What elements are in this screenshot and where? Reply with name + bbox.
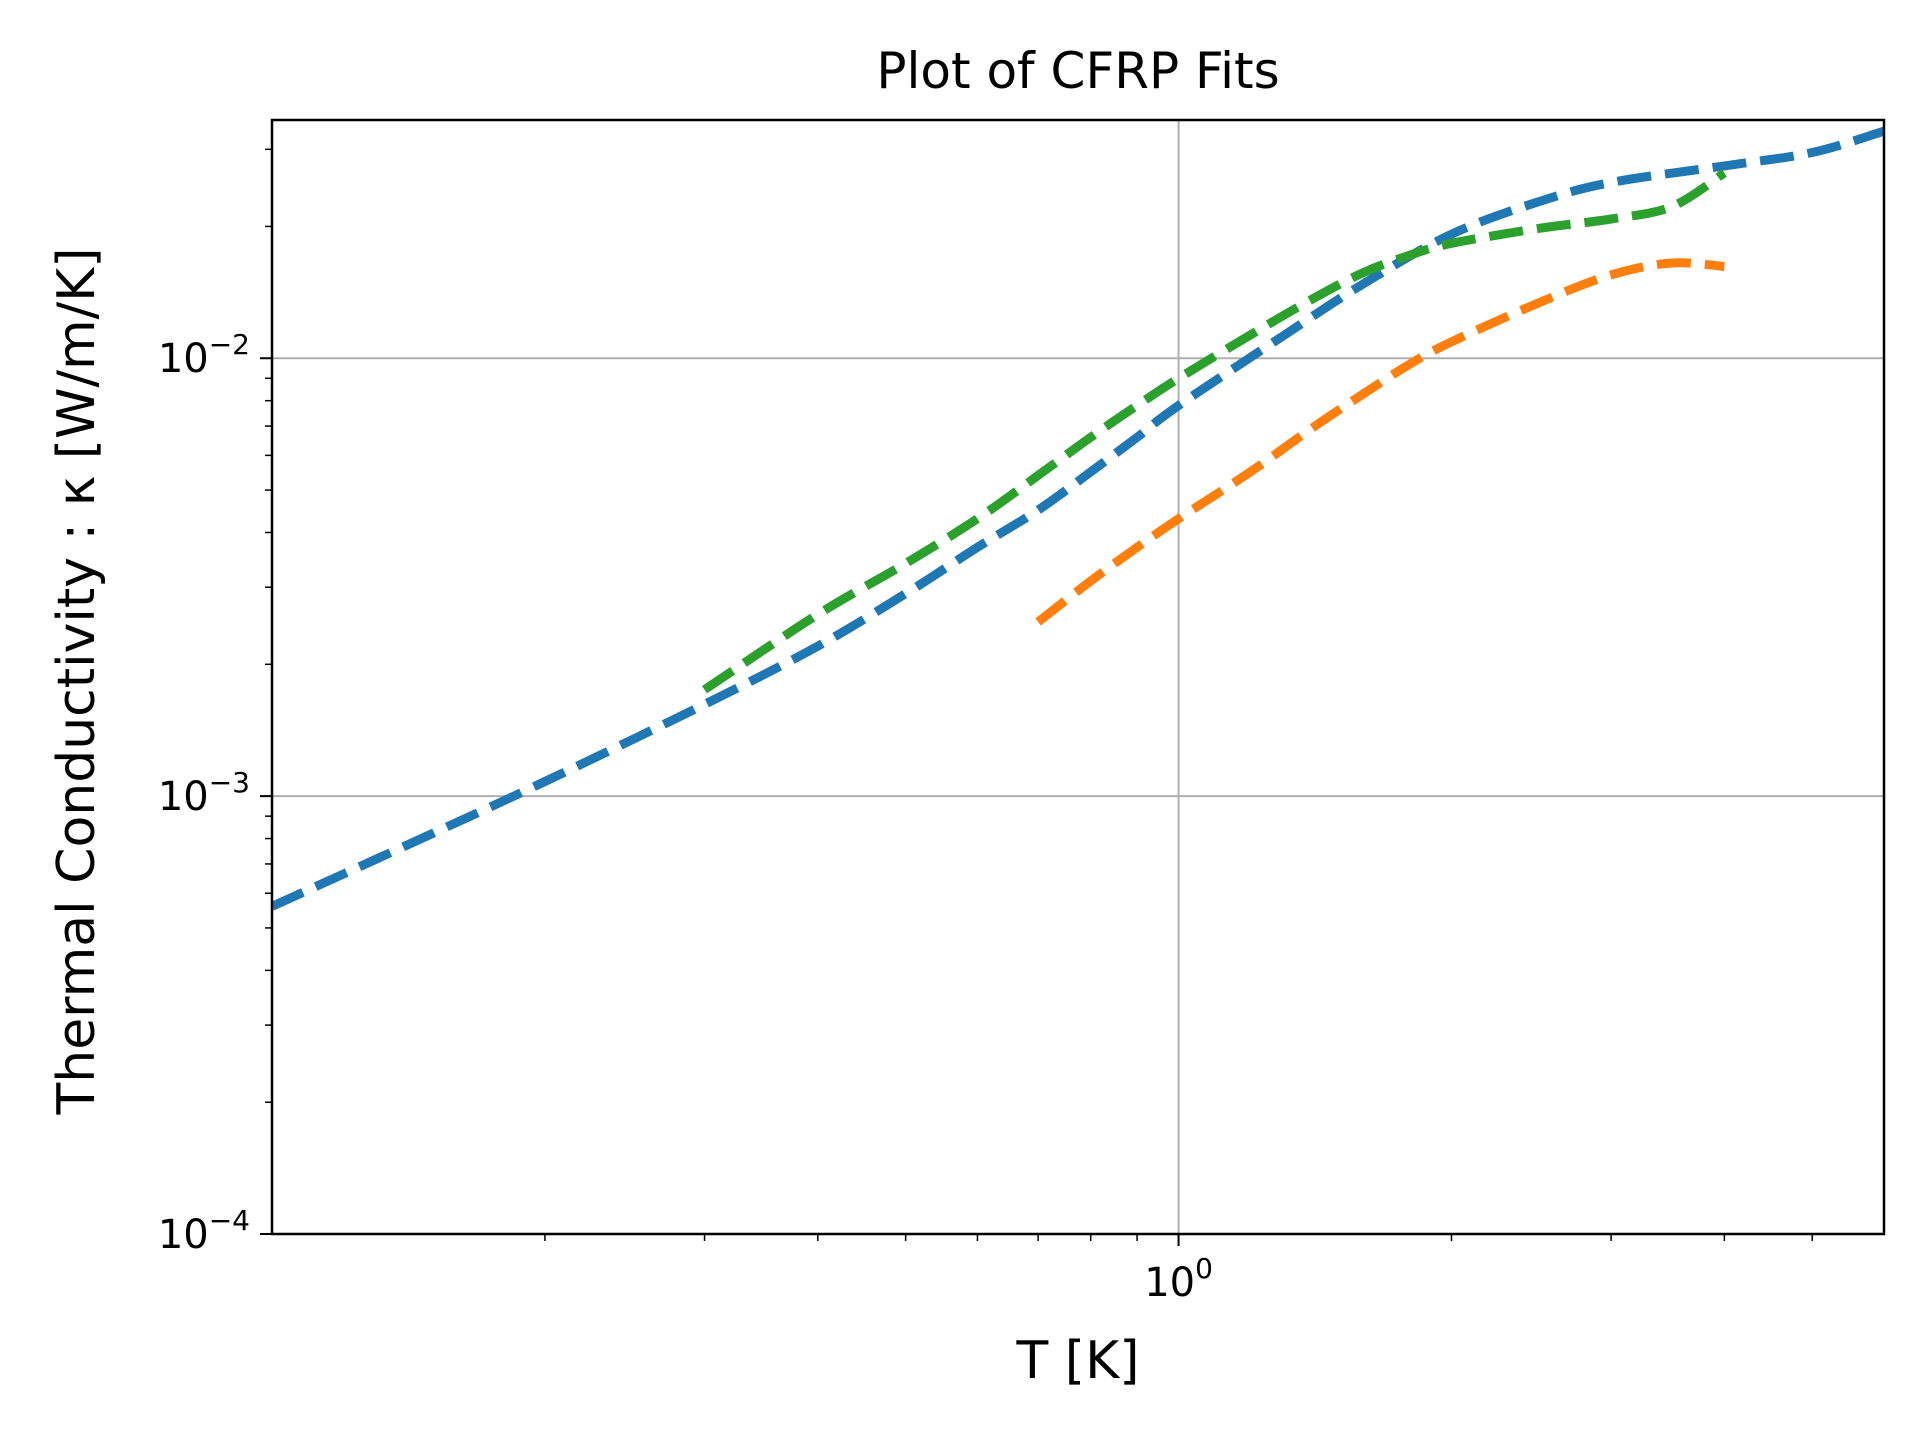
y-tick-label: 10−4	[158, 1204, 250, 1258]
grid-layer	[272, 120, 1884, 1234]
chart-title: Plot of CFRP Fits	[876, 42, 1279, 100]
series-line-2	[1035, 258, 1725, 626]
series-layer	[272, 126, 1884, 911]
axes-layer	[270, 118, 1886, 1236]
plot-frame	[270, 118, 1886, 1236]
series-line-1	[272, 126, 1884, 911]
series-line-3	[702, 169, 1727, 694]
x-axis-label: T [K]	[1016, 1331, 1140, 1391]
y-axis-label: Thermal Conductivity : κ [W/m/K]	[47, 247, 107, 1115]
